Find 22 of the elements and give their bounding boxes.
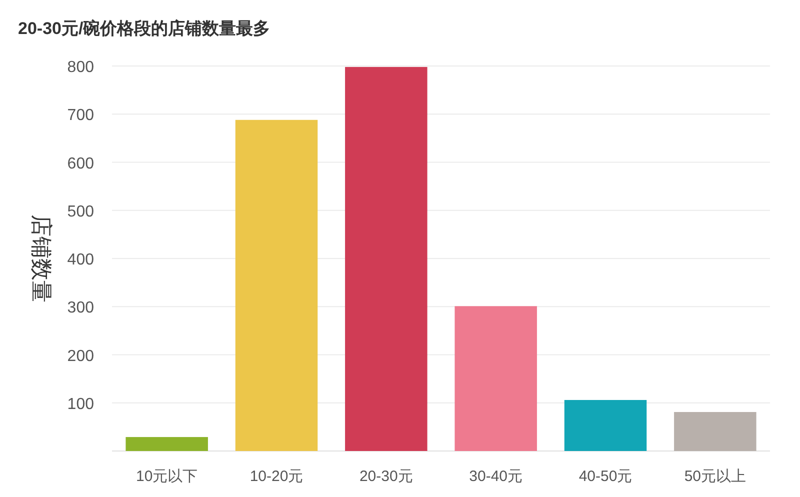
chart-title: 20-30元/碗价格段的店铺数量最多	[18, 19, 270, 38]
bar	[235, 120, 318, 451]
y-tick-label: 800	[67, 59, 94, 76]
x-tick-label: 20-30元	[359, 468, 413, 485]
bar	[454, 306, 537, 451]
x-tick-label: 40-50元	[578, 468, 632, 485]
y-tick-label: 500	[67, 203, 94, 220]
x-tick-label: 10元以下	[136, 468, 198, 485]
bar	[674, 412, 756, 451]
bar	[345, 66, 428, 451]
y-tick-label: 100	[67, 396, 94, 413]
y-tick-label: 700	[67, 107, 94, 124]
y-tick-label: 600	[67, 155, 94, 172]
bar	[126, 437, 208, 451]
y-tick-label: 300	[67, 300, 94, 317]
x-tick-label: 10-20元	[250, 468, 304, 485]
bar	[564, 400, 647, 451]
x-tick-label: 50元以上	[684, 468, 746, 485]
y-axis-title: 店铺数量	[29, 214, 54, 302]
y-tick-label: 200	[67, 348, 94, 365]
y-tick-label: 400	[67, 252, 94, 268]
x-tick-label: 30-40元	[469, 468, 523, 485]
